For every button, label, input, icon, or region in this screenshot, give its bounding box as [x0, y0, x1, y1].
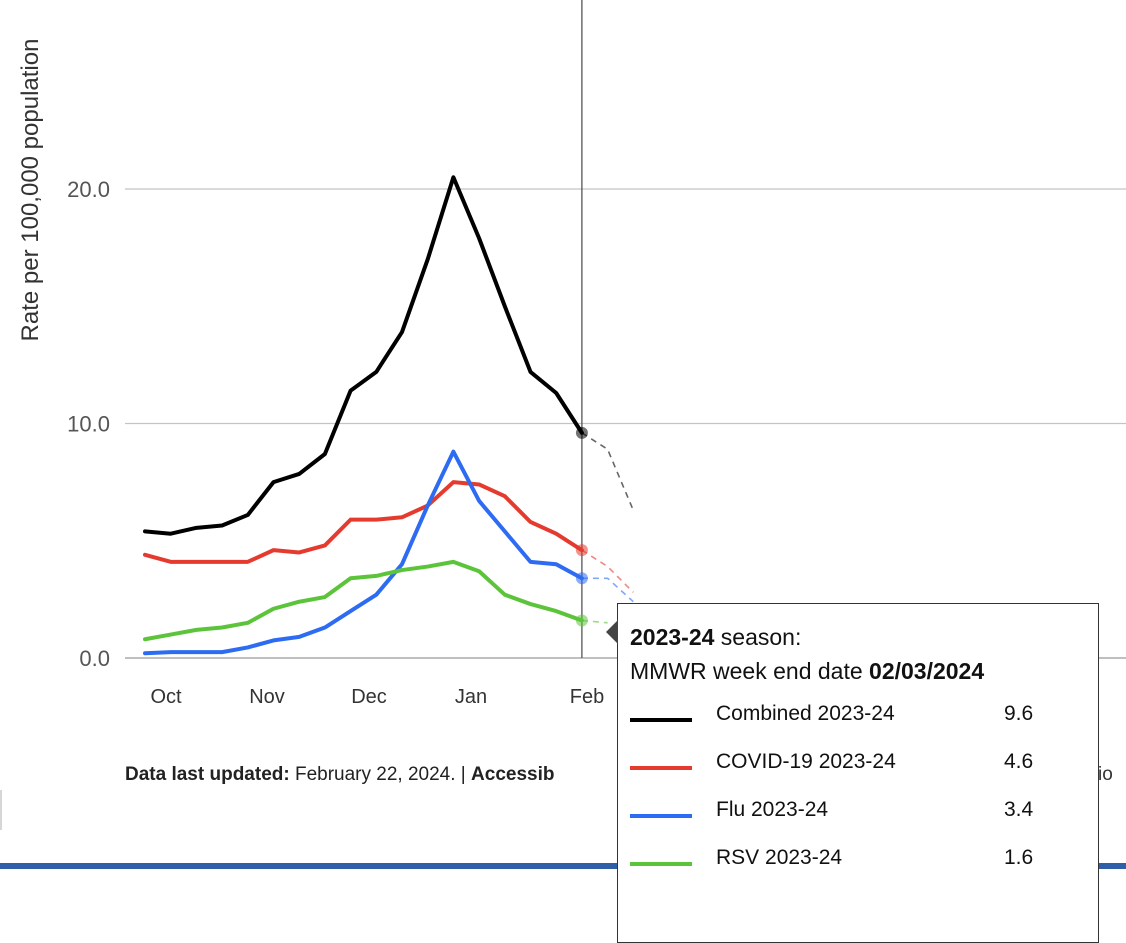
tooltip-series-value: 1.6: [1004, 846, 1034, 869]
tooltip-row: COVID-19 2023-24 4.6: [630, 746, 1098, 794]
footer-trailing-text: io: [1098, 764, 1113, 785]
legend-swatch: [630, 814, 692, 818]
provisional-line: [581, 432, 635, 511]
legend-swatch: [630, 766, 692, 770]
tooltip-series-value: 4.6: [1004, 750, 1034, 773]
x-tick-label: Feb: [570, 686, 604, 708]
data-updated-footer: Data last updated: February 22, 2024. | …: [125, 764, 554, 786]
tooltip-week-date: 02/03/2024: [869, 658, 985, 684]
series-lines: [143, 175, 635, 656]
hover-point: [575, 614, 588, 627]
page-bottom-bar: [0, 863, 1126, 869]
tooltip-series-name: RSV 2023-24: [716, 846, 843, 869]
series-line: [143, 175, 584, 536]
hover-point: [575, 544, 588, 557]
y-tick-label: 0.0: [79, 646, 110, 671]
tooltip-series-name: Combined 2023-24: [716, 702, 895, 725]
tooltip-series-name: COVID-19 2023-24: [716, 750, 896, 773]
tooltip-series-value: 3.4: [1004, 798, 1034, 821]
x-tick-label: Oct: [150, 686, 182, 708]
series-line: [143, 559, 584, 642]
tooltip-row: Combined 2023-24 9.6: [630, 698, 1098, 746]
y-axis: 0.0 10.0 20.0: [67, 177, 110, 671]
x-tick-label: Dec: [351, 686, 387, 708]
legend-swatch: [630, 718, 692, 722]
provisional-line: [581, 549, 634, 593]
accessibility-link[interactable]: Accessib: [471, 764, 555, 785]
x-axis: Oct Nov Dec Jan Feb: [150, 686, 604, 708]
tooltip-rows: Combined 2023-24 9.6 COVID-19 2023-24 4.…: [630, 698, 1098, 890]
hover-point: [575, 426, 588, 439]
tooltip-season-text: season:: [714, 624, 802, 650]
y-axis-label: Rate per 100,000 population: [17, 39, 44, 342]
updated-value: February 22, 2024. |: [289, 764, 472, 785]
left-edge-divider: [0, 790, 2, 830]
updated-label: Data last updated:: [125, 764, 290, 785]
x-tick-label: Nov: [249, 686, 285, 708]
x-tick-label: Jan: [455, 686, 487, 708]
series-line: [143, 480, 584, 564]
legend-swatch: [630, 862, 692, 866]
hover-point: [575, 572, 588, 585]
series-line: [143, 449, 584, 656]
tooltip-season-year: 2023-24: [630, 624, 715, 650]
tooltip-row: Flu 2023-24 3.4: [630, 794, 1098, 842]
provisional-line: [581, 577, 634, 603]
tooltip-series-name: Flu 2023-24: [716, 798, 829, 821]
y-tick-label: 20.0: [67, 177, 110, 202]
tooltip-series-value: 9.6: [1004, 702, 1034, 725]
chart-tooltip: 2023-24 season: MMWR week end date 02/03…: [606, 603, 1099, 943]
gridlines: [125, 188, 1126, 659]
hover-markers: [575, 426, 588, 627]
tooltip-week: MMWR week end date 02/03/2024: [630, 654, 1098, 688]
tooltip-pointer: [606, 620, 618, 644]
tooltip-week-label: MMWR week end date: [630, 658, 870, 684]
tooltip-season: 2023-24 season:: [630, 620, 1098, 654]
tooltip-row: RSV 2023-24 1.6: [630, 842, 1098, 890]
y-tick-label: 10.0: [67, 412, 110, 437]
